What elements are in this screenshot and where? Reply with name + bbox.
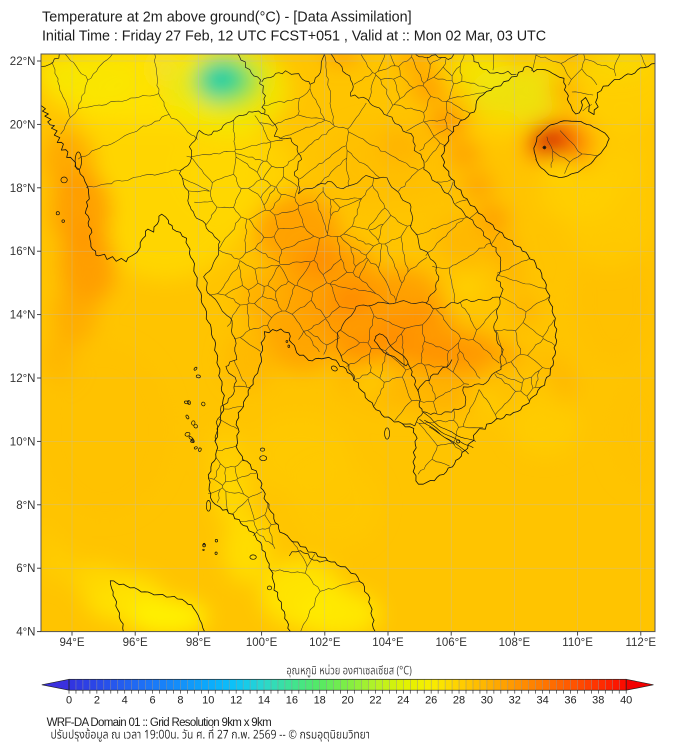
svg-text:12°N: 12°N (10, 373, 36, 385)
svg-text:2: 2 (94, 695, 100, 707)
svg-text:106°E: 106°E (435, 637, 467, 649)
svg-text:6: 6 (150, 695, 156, 707)
svg-text:38: 38 (592, 695, 604, 707)
svg-text:24: 24 (397, 695, 409, 707)
svg-text:10°N: 10°N (10, 436, 36, 448)
svg-text:Temperature at 2m above ground: Temperature at 2m above ground(°C) - [Da… (42, 9, 412, 25)
svg-text:Initial Time : Friday 27 Feb,: Initial Time : Friday 27 Feb, 12 UTC FCS… (42, 28, 546, 44)
svg-text:108°E: 108°E (499, 637, 531, 649)
svg-text:10: 10 (202, 695, 214, 707)
svg-text:20: 20 (341, 695, 353, 707)
svg-text:12: 12 (230, 695, 242, 707)
svg-text:102°E: 102°E (309, 637, 341, 649)
svg-text:28: 28 (453, 695, 465, 707)
svg-text:8: 8 (177, 695, 183, 707)
svg-text:34: 34 (536, 695, 548, 707)
svg-text:110°E: 110°E (562, 637, 593, 649)
svg-text:30: 30 (481, 695, 493, 707)
svg-text:22°N: 22°N (10, 56, 36, 68)
svg-text:18: 18 (314, 695, 326, 707)
svg-text:26: 26 (425, 695, 437, 707)
svg-text:32: 32 (509, 695, 521, 707)
svg-text:14: 14 (258, 695, 270, 707)
svg-text:94°E: 94°E (59, 637, 84, 649)
svg-text:16°N: 16°N (10, 246, 36, 258)
svg-text:36: 36 (564, 695, 576, 707)
svg-text:0: 0 (66, 695, 72, 707)
svg-text:104°E: 104°E (372, 637, 404, 649)
svg-text:6°N: 6°N (16, 563, 35, 575)
svg-text:98°E: 98°E (186, 637, 211, 649)
svg-text:22: 22 (369, 695, 381, 707)
svg-text:20°N: 20°N (10, 119, 36, 131)
svg-text:96°E: 96°E (123, 637, 148, 649)
svg-text:4: 4 (122, 695, 128, 707)
svg-text:WRF-DA Domain 01 :: Grid Resol: WRF-DA Domain 01 :: Grid Resolution 9km … (47, 717, 271, 729)
svg-text:14°N: 14°N (10, 310, 36, 322)
svg-text:4°N: 4°N (16, 627, 35, 639)
svg-text:40: 40 (620, 695, 632, 707)
svg-text:18°N: 18°N (10, 183, 36, 195)
svg-text:112°E: 112°E (625, 637, 656, 649)
svg-text:16: 16 (286, 695, 298, 707)
svg-text:8°N: 8°N (16, 500, 35, 512)
svg-text:100°E: 100°E (246, 637, 278, 649)
